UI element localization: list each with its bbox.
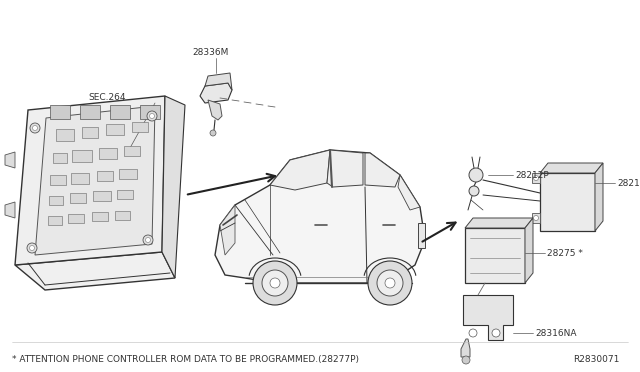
Polygon shape bbox=[270, 150, 330, 190]
Bar bbox=[115, 211, 130, 220]
Bar bbox=[49, 196, 63, 205]
Polygon shape bbox=[220, 205, 235, 255]
Polygon shape bbox=[463, 295, 513, 340]
Polygon shape bbox=[540, 173, 595, 231]
Bar bbox=[80, 105, 100, 119]
Bar bbox=[50, 105, 70, 119]
Circle shape bbox=[29, 246, 35, 250]
Bar bbox=[82, 127, 98, 138]
Text: SEC.264: SEC.264 bbox=[88, 93, 125, 102]
Circle shape bbox=[262, 270, 288, 296]
Circle shape bbox=[469, 329, 477, 337]
Polygon shape bbox=[465, 218, 533, 228]
Circle shape bbox=[492, 329, 500, 337]
Circle shape bbox=[253, 261, 297, 305]
Circle shape bbox=[462, 356, 470, 364]
Polygon shape bbox=[461, 339, 470, 357]
Polygon shape bbox=[398, 175, 420, 210]
Bar bbox=[140, 105, 160, 119]
Bar bbox=[53, 153, 67, 163]
Bar bbox=[124, 146, 140, 156]
Text: 28212P: 28212P bbox=[515, 171, 548, 180]
Bar bbox=[48, 216, 62, 225]
Polygon shape bbox=[5, 202, 15, 218]
Circle shape bbox=[145, 237, 150, 243]
Bar bbox=[110, 105, 130, 119]
Circle shape bbox=[147, 111, 157, 121]
Bar bbox=[119, 169, 137, 179]
Circle shape bbox=[30, 123, 40, 133]
Text: R2830071: R2830071 bbox=[573, 355, 620, 364]
Text: 28212: 28212 bbox=[617, 179, 640, 188]
Polygon shape bbox=[532, 213, 540, 223]
Bar bbox=[68, 214, 84, 223]
Polygon shape bbox=[15, 96, 165, 265]
Circle shape bbox=[27, 243, 37, 253]
Bar bbox=[56, 129, 74, 141]
Bar bbox=[99, 148, 117, 159]
Circle shape bbox=[270, 278, 280, 288]
Bar bbox=[117, 190, 133, 199]
Circle shape bbox=[377, 270, 403, 296]
Bar bbox=[93, 191, 111, 201]
Polygon shape bbox=[205, 73, 232, 90]
Polygon shape bbox=[465, 228, 525, 283]
Bar bbox=[106, 124, 124, 135]
Polygon shape bbox=[215, 150, 425, 283]
Circle shape bbox=[150, 113, 154, 119]
Circle shape bbox=[33, 125, 38, 131]
Polygon shape bbox=[525, 218, 533, 283]
Circle shape bbox=[534, 215, 538, 221]
Bar bbox=[70, 193, 86, 203]
Circle shape bbox=[143, 235, 153, 245]
Bar bbox=[97, 171, 113, 181]
Bar bbox=[92, 212, 108, 221]
Polygon shape bbox=[532, 173, 540, 183]
Circle shape bbox=[469, 168, 483, 182]
Bar bbox=[50, 175, 66, 185]
Polygon shape bbox=[15, 252, 175, 290]
Circle shape bbox=[469, 186, 479, 196]
Bar bbox=[71, 173, 89, 184]
Circle shape bbox=[368, 261, 412, 305]
Polygon shape bbox=[595, 163, 603, 231]
Circle shape bbox=[385, 278, 395, 288]
Polygon shape bbox=[327, 150, 363, 187]
Bar bbox=[132, 122, 148, 132]
Circle shape bbox=[534, 176, 538, 180]
Text: 28275 *: 28275 * bbox=[547, 249, 583, 258]
Polygon shape bbox=[540, 163, 603, 173]
Text: 28316NA: 28316NA bbox=[535, 329, 577, 338]
Polygon shape bbox=[208, 100, 222, 120]
Bar bbox=[72, 150, 92, 162]
Circle shape bbox=[210, 130, 216, 136]
Polygon shape bbox=[200, 83, 232, 103]
Polygon shape bbox=[5, 152, 15, 168]
Polygon shape bbox=[365, 153, 400, 187]
Text: * ATTENTION PHONE CONTROLLER ROM DATA TO BE PROGRAMMED.(28277P): * ATTENTION PHONE CONTROLLER ROM DATA TO… bbox=[12, 355, 359, 364]
Polygon shape bbox=[162, 96, 185, 278]
Bar bbox=[418, 223, 425, 248]
Text: 28336M: 28336M bbox=[192, 48, 228, 57]
Polygon shape bbox=[35, 106, 155, 255]
